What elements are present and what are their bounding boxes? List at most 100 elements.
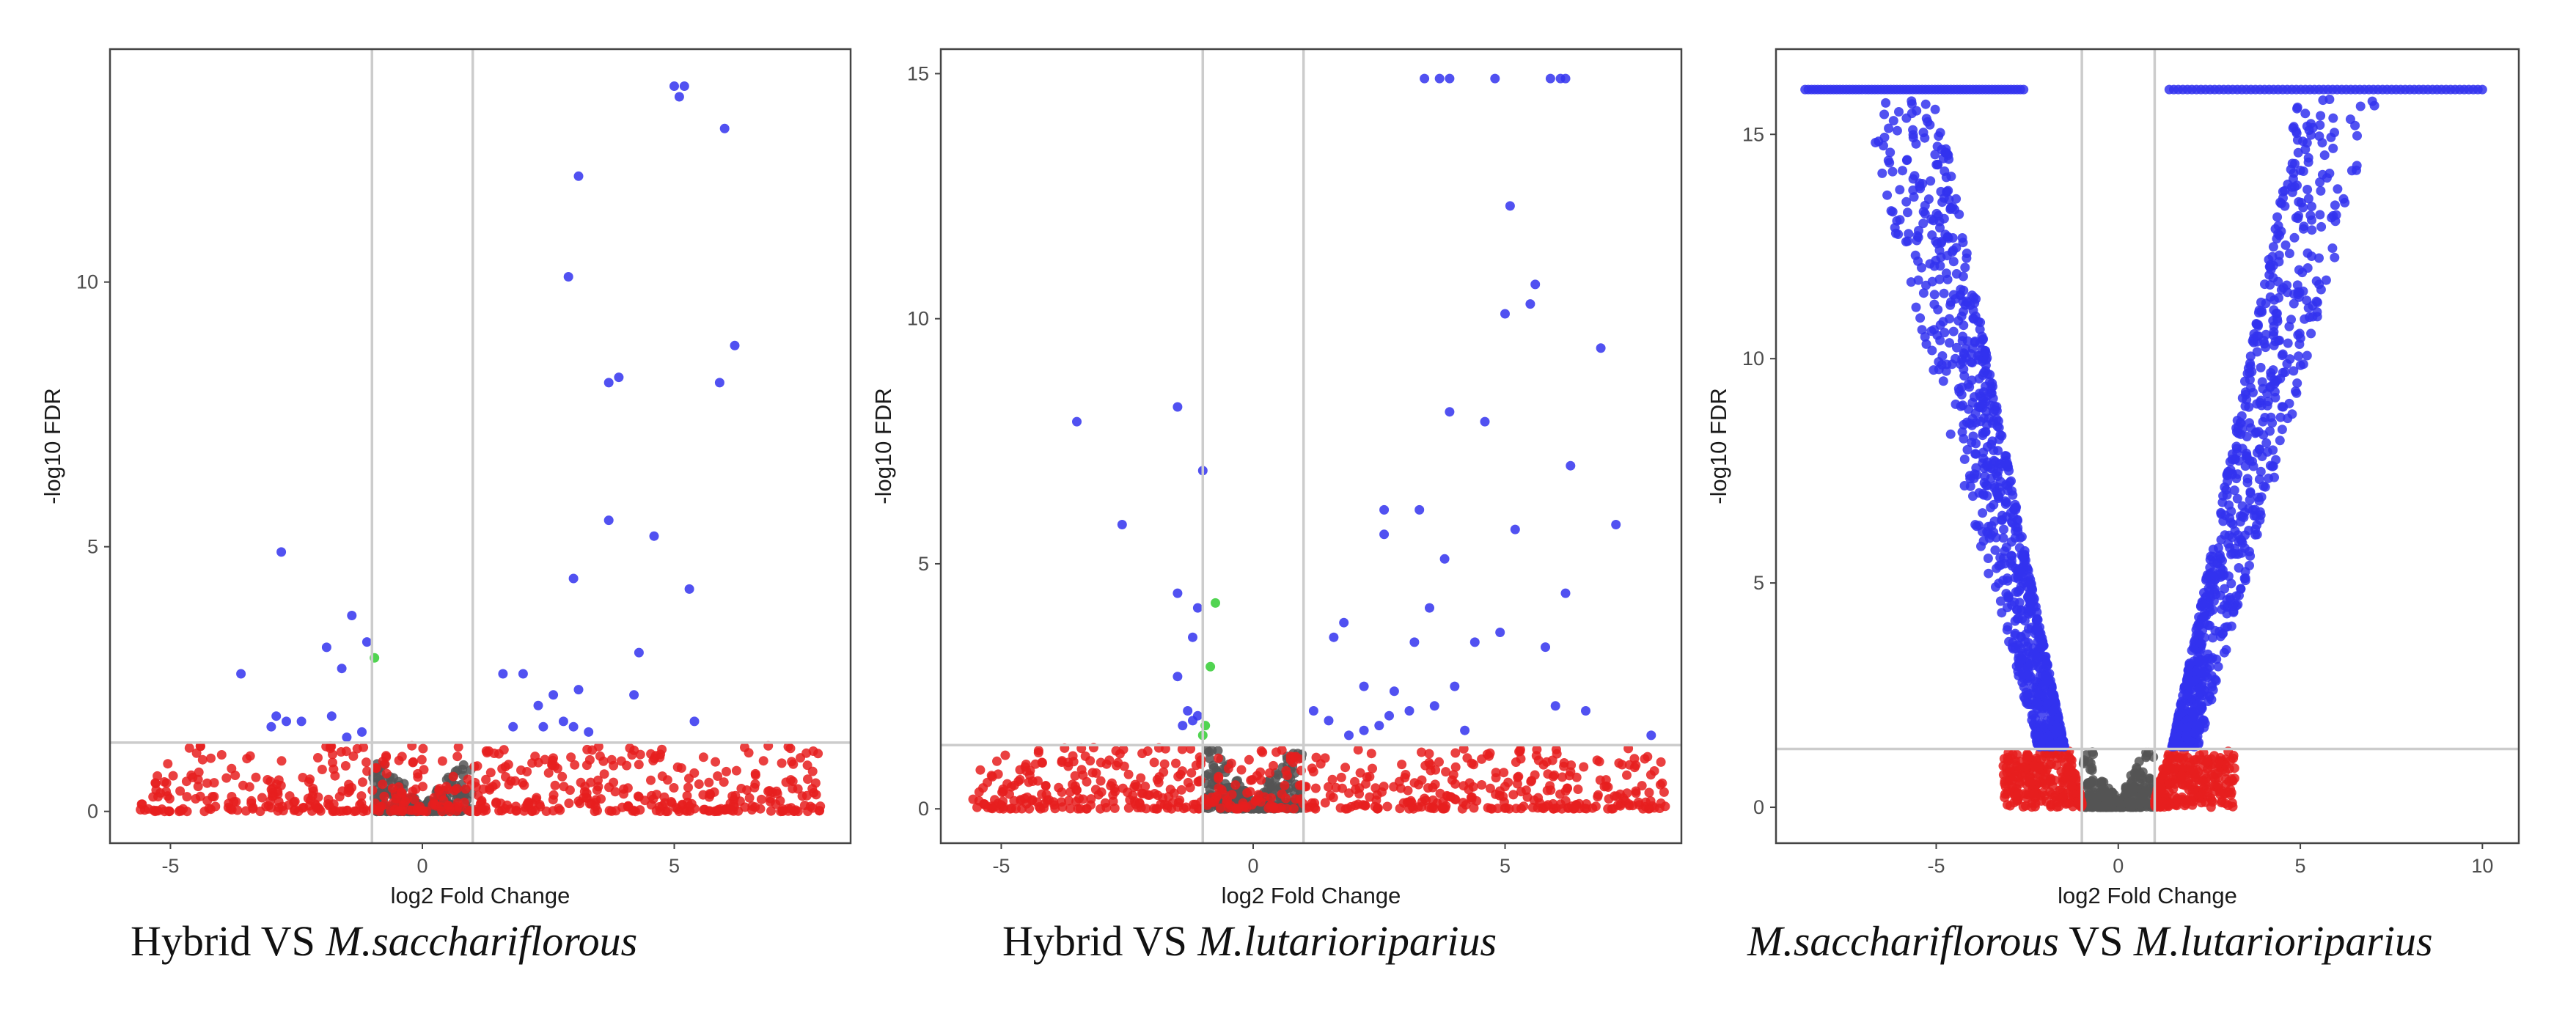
significant-volcano-point <box>2316 111 2326 121</box>
fdr-only-point <box>2000 793 2010 803</box>
significant-point <box>714 378 724 388</box>
significant-volcano-point <box>1994 561 2004 571</box>
fdr-only-point <box>1123 803 1134 813</box>
significant-volcano-point <box>1939 288 1949 298</box>
significant-volcano-point <box>2228 548 2238 559</box>
fdr-only-point <box>740 802 750 812</box>
significant-volcano-point <box>2273 336 2283 346</box>
fdr-only-point <box>1622 788 1632 798</box>
fdr-only-point <box>771 799 781 809</box>
fdr-only-point <box>548 790 559 800</box>
fdr-only-point <box>547 760 557 770</box>
significant-volcano-point <box>2210 625 2220 636</box>
fdr-only-point <box>1443 791 1453 801</box>
significant-volcano-point <box>1887 166 1898 177</box>
significant-point <box>321 642 331 653</box>
significant-volcano-point <box>2303 194 2313 204</box>
significant-volcano-point <box>2292 280 2302 290</box>
significant-volcano-point <box>1946 172 1956 182</box>
fdr-only-point <box>972 802 982 812</box>
caption-species: M.sacchariflorous <box>326 917 638 965</box>
significant-volcano-point <box>2300 314 2310 324</box>
significant-volcano-point <box>2033 653 2043 664</box>
significant-volcano-point <box>2182 690 2192 700</box>
significant-volcano-point <box>1931 236 1941 246</box>
significant-volcano-point <box>1903 207 1912 218</box>
fdr-only-point <box>1420 793 1430 804</box>
fdr-only-point <box>359 742 369 752</box>
x-tick-label: -5 <box>992 855 1010 877</box>
significant-volcano-point <box>2003 592 2014 603</box>
significant-volcano-point <box>2219 647 2229 658</box>
significant-volcano-point <box>1987 378 1997 389</box>
fdr-only-point <box>1071 796 1081 807</box>
fdr-only-point <box>1086 794 1096 804</box>
fdr-only-point <box>584 754 595 765</box>
fdr-only-point <box>1545 781 1555 791</box>
fdr-only-point <box>381 752 392 763</box>
significant-volcano-point <box>2278 367 2288 378</box>
fdr-only-point <box>1401 770 1411 779</box>
significant-volcano-point <box>2197 597 2207 607</box>
significant-volcano-point <box>2292 378 2302 389</box>
fdr-only-point <box>573 796 584 807</box>
significant-point <box>1425 603 1434 613</box>
fdr-only-point <box>411 784 421 794</box>
significant-point <box>614 372 624 383</box>
fdr-only-point <box>153 792 164 802</box>
fdr-only-point <box>1569 804 1579 814</box>
significant-volcano-point <box>1991 582 2000 592</box>
significant-volcano-point <box>1879 109 1890 120</box>
significant-point <box>1530 279 1541 290</box>
fdr-only-point <box>713 804 724 815</box>
significant-volcano-point <box>1989 445 1999 455</box>
fdr-only-point <box>428 800 438 810</box>
fdr-only-point <box>1065 804 1075 814</box>
significant-volcano-point <box>1885 158 1895 168</box>
fdr-only-point <box>1193 776 1203 787</box>
fdr-only-point <box>1382 801 1392 812</box>
significant-volcano-point <box>1879 132 1890 142</box>
fdr-only-point <box>405 805 415 815</box>
fdr-only-point <box>1543 769 1553 779</box>
significant-volcano-point <box>2253 447 2262 458</box>
significant-volcano-point <box>2300 109 2311 119</box>
significant-volcano-point <box>1971 294 1981 304</box>
fdr-only-point <box>298 803 307 813</box>
caption-species-a: M.sacchariflorous <box>1747 917 2059 965</box>
significant-point <box>1329 632 1339 642</box>
fdr-only-point <box>722 766 731 776</box>
fdr-only-point <box>793 784 803 794</box>
significant-volcano-point <box>2324 169 2335 178</box>
fdr-only-point <box>317 765 327 774</box>
fdr-only-point <box>570 760 580 770</box>
fdr-only-point <box>522 799 532 809</box>
fdr-only-point <box>1320 798 1330 808</box>
significant-point <box>1450 681 1460 691</box>
fdr-only-point <box>1394 776 1404 787</box>
fdr-only-point <box>1487 804 1497 814</box>
fdr-only-point <box>672 762 683 772</box>
y-tick-label: 0 <box>87 801 98 823</box>
significant-volcano-point <box>1959 285 1969 295</box>
significant-volcano-point <box>2206 592 2216 603</box>
fdr-only-point <box>2207 797 2217 807</box>
significant-volcano-point <box>1984 568 1994 578</box>
significant-volcano-point <box>2355 101 2366 111</box>
fdr-only-point <box>1181 802 1192 812</box>
fdr-only-point <box>1071 785 1082 795</box>
fdr-only-point <box>518 778 528 788</box>
x-tick-label: 0 <box>2113 855 2124 877</box>
fdr-only-point <box>1640 754 1650 764</box>
significant-point <box>629 690 639 700</box>
fdr-only-point <box>1645 796 1656 806</box>
significant-volcano-point <box>1929 290 1940 300</box>
significant-point <box>1389 686 1399 697</box>
fdr-only-point <box>1277 789 1287 799</box>
fdr-only-point <box>1327 774 1337 785</box>
significant-volcano-point <box>2314 253 2324 263</box>
significant-volcano-point <box>1976 541 1986 551</box>
y-tick-label: 10 <box>907 308 929 330</box>
significant-volcano-point <box>2288 174 2298 184</box>
significant-volcano-point <box>1912 106 1922 116</box>
